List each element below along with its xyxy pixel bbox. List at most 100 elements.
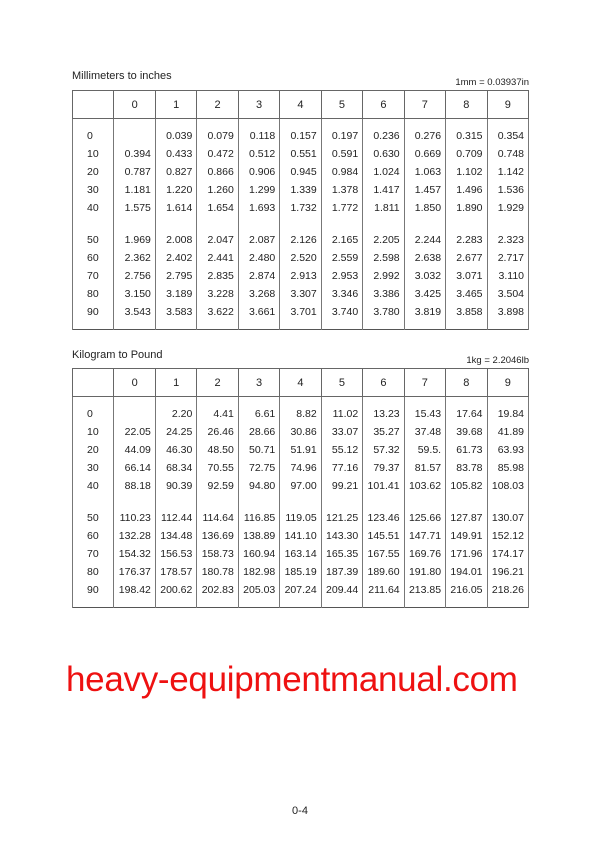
table-cell: 3.228 — [196, 285, 239, 303]
row-label: 50 — [71, 231, 115, 249]
table-row: 20 0.787 0.827 0.866 0.906 0.945 0.984 1.024 1.0… — [71, 163, 530, 181]
row-label: 60 — [71, 527, 115, 545]
spacer-cell — [403, 396, 447, 405]
table-cell: 57.32 — [362, 441, 405, 459]
table-row: 80 176.37 178.57 180.78 182.98 185.19 187.39 18… — [71, 563, 530, 581]
table-cell: 3.386 — [362, 285, 405, 303]
column-header: 0 — [113, 90, 156, 119]
spacer-cell — [403, 495, 447, 509]
table-cell: 3.819 — [403, 303, 447, 321]
spacer-cell — [362, 217, 405, 231]
table-cell: 0.827 — [154, 163, 198, 181]
spacer-cell — [237, 495, 281, 509]
row-label: 0 — [71, 405, 115, 423]
table-cell: 13.23 — [362, 405, 405, 423]
table-cell: 88.18 — [113, 477, 156, 495]
spacer-row — [71, 396, 530, 405]
table-row: 70 154.32 156.53 158.73 160.94 163.14 165.35 16… — [71, 545, 530, 563]
table-cell: 1.614 — [154, 199, 198, 217]
table-cell: 83.78 — [445, 459, 488, 477]
row-label: 60 — [71, 249, 115, 267]
spacer-cell — [279, 118, 322, 127]
table-cell: 1.339 — [279, 181, 322, 199]
spacer-cell — [113, 118, 156, 127]
table-cell: 110.23 — [113, 509, 156, 527]
spacer-cell — [320, 599, 364, 608]
spacer-cell — [154, 495, 198, 509]
table-cell: 2.441 — [196, 249, 239, 267]
row-label: 20 — [71, 441, 115, 459]
spacer-cell — [154, 599, 198, 608]
table-row: 90 198.42 200.62 202.83 205.03 207.24 209.44 21… — [71, 581, 530, 599]
table-cell: 191.80 — [403, 563, 447, 581]
table-row: 30 66.14 68.34 70.55 72.75 74.96 77.16 79.37 81.… — [71, 459, 530, 477]
kg-to-pound-title: Kilogram to Pound — [72, 349, 163, 361]
spacer-cell — [196, 599, 239, 608]
table-cell: 198.42 — [113, 581, 156, 599]
table-cell: 3.346 — [320, 285, 364, 303]
table-cell: 169.76 — [403, 545, 447, 563]
spacer-cell — [113, 396, 156, 405]
table-cell: 156.53 — [154, 545, 198, 563]
table-cell: 26.46 — [196, 423, 239, 441]
table-cell: 0.079 — [196, 127, 239, 145]
row-label: 90 — [71, 303, 115, 321]
table-cell: 176.37 — [113, 563, 156, 581]
table-cell: 127.87 — [445, 509, 488, 527]
table-cell: 72.75 — [237, 459, 281, 477]
spacer-cell — [71, 321, 115, 330]
table-cell: 1.772 — [320, 199, 364, 217]
table-cell: 1.457 — [403, 181, 447, 199]
table-row: 80 3.150 3.189 3.228 3.268 3.307 3.346 3.386 3.4… — [71, 285, 530, 303]
row-label: 10 — [71, 423, 115, 441]
row-label: 80 — [71, 285, 115, 303]
table-cell: 85.98 — [486, 459, 530, 477]
table-cell: 2.795 — [154, 267, 198, 285]
table-cell: 1.024 — [362, 163, 405, 181]
table-cell: 147.71 — [403, 527, 447, 545]
spacer-cell — [486, 599, 530, 608]
table-cell: 0.039 — [154, 127, 198, 145]
mm-conversion-factor: 1mm = 0.03937in — [455, 77, 529, 88]
column-header: 4 — [279, 90, 322, 119]
spacer-cell — [445, 217, 488, 231]
table-cell: 0.236 — [362, 127, 405, 145]
table-cell: 3.622 — [196, 303, 239, 321]
table-cell: 138.89 — [237, 527, 281, 545]
table-cell: 66.14 — [113, 459, 156, 477]
table-cell: 0.197 — [320, 127, 364, 145]
table-cell — [113, 127, 156, 145]
column-header: 2 — [196, 90, 239, 119]
table-cell: 152.12 — [486, 527, 530, 545]
table-cell: 94.80 — [237, 477, 281, 495]
table-cell: 79.37 — [362, 459, 405, 477]
table-cell: 17.64 — [445, 405, 488, 423]
table-cell: 74.96 — [279, 459, 322, 477]
mm-to-inches-table: 0 1 2 3 4 5 6 7 8 9 0 0.039 0.079 0.118 0.157 0.197 0.23… — [71, 90, 530, 330]
table-cell: 48.50 — [196, 441, 239, 459]
column-header: 8 — [445, 90, 488, 119]
spacer-cell — [237, 118, 281, 127]
spacer-cell — [154, 217, 198, 231]
table-cell: 189.60 — [362, 563, 405, 581]
table-cell: 1.378 — [320, 181, 364, 199]
spacer-cell — [320, 495, 364, 509]
table-cell: 97.00 — [279, 477, 322, 495]
table-cell: 1.850 — [403, 199, 447, 217]
row-label: 30 — [71, 459, 115, 477]
table-cell: 6.61 — [237, 405, 281, 423]
column-header — [71, 368, 115, 397]
table-cell: 4.41 — [196, 405, 239, 423]
row-label: 90 — [71, 581, 115, 599]
table-cell: 103.62 — [403, 477, 447, 495]
spacer-cell — [320, 118, 364, 127]
column-header: 1 — [154, 368, 198, 397]
row-label: 80 — [71, 563, 115, 581]
spacer-cell — [445, 118, 488, 127]
page-number: 0-4 — [292, 805, 308, 817]
table-cell: 19.84 — [486, 405, 530, 423]
table-row: 70 2.756 2.795 2.835 2.874 2.913 2.953 2.992 3.0… — [71, 267, 530, 285]
table-cell: 101.41 — [362, 477, 405, 495]
table-cell: 132.28 — [113, 527, 156, 545]
table-cell: 141.10 — [279, 527, 322, 545]
